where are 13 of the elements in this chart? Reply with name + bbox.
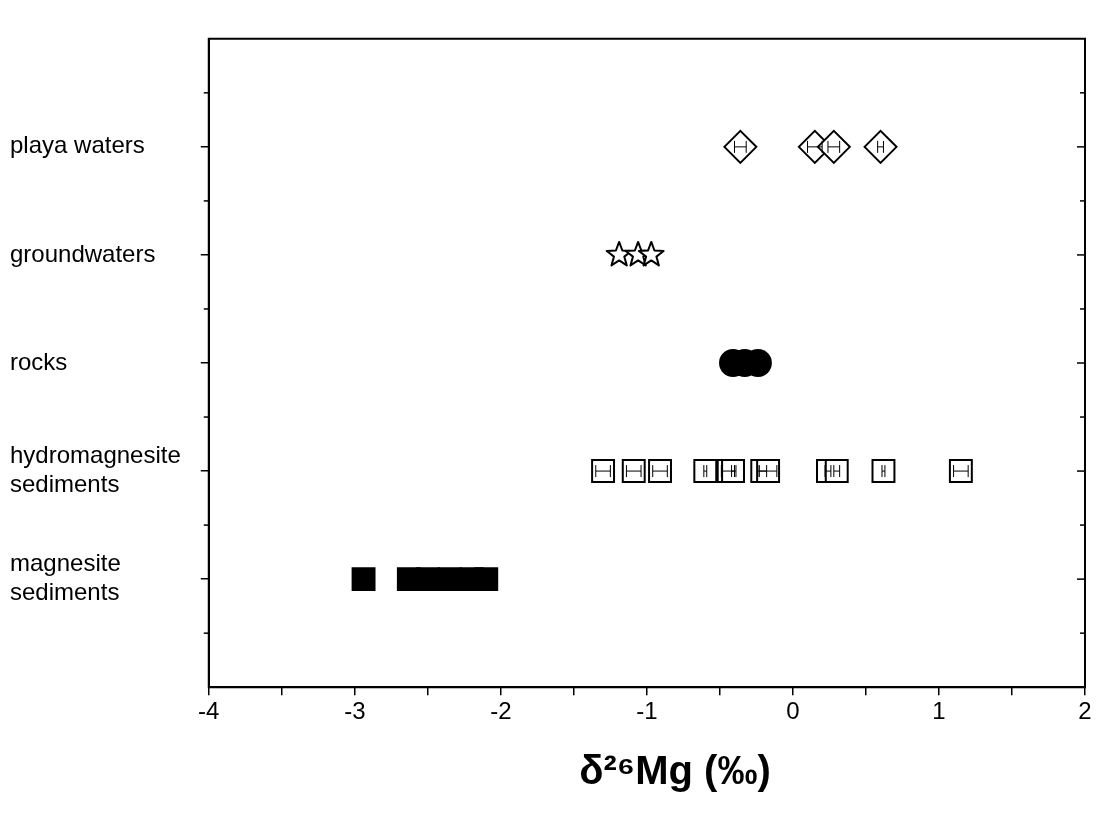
x-tick-label: 2 (1078, 697, 1092, 725)
y-tick-label: groundwaters (10, 239, 156, 267)
x-tick-label: -3 (344, 697, 366, 725)
x-tick-label: 1 (932, 697, 946, 725)
x-tick-label: -2 (490, 697, 512, 725)
y-tick-label: magnesite sediments (10, 549, 121, 606)
x-tick-label: 0 (786, 697, 800, 725)
y-tick-label: hydromagnesite sediments (10, 441, 181, 498)
x-axis-title: δ²⁶Mg (‰) (578, 748, 772, 793)
y-tick-label: playa waters (10, 131, 145, 159)
x-tick-label: -1 (636, 697, 658, 725)
y-tick-label: rocks (10, 347, 68, 375)
x-tick-label: -4 (198, 697, 220, 725)
